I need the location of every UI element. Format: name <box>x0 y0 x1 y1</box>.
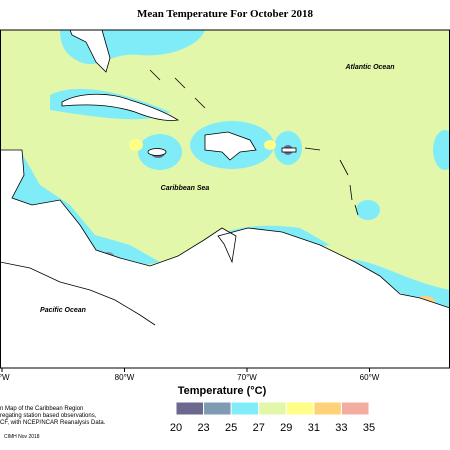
cuba <box>61 93 180 121</box>
legend-tick-label: 35 <box>363 422 375 434</box>
legend-swatch <box>313 401 342 416</box>
island-arc <box>149 69 359 216</box>
legend-swatch <box>230 401 260 416</box>
note: CIMH Nov 2018 <box>4 434 40 440</box>
note: regating station based observations, <box>0 413 97 419</box>
legend-tick-label: 20 <box>170 422 182 434</box>
legend-swatch <box>258 401 287 416</box>
legend-tick-label: 31 <box>308 422 320 434</box>
legend-title: Temperature (°C) <box>178 385 267 397</box>
ocean-label: Pacific Ocean <box>40 307 86 314</box>
map-frame <box>0 29 450 369</box>
puerto-rico <box>281 147 297 153</box>
pacific-coast <box>0 261 156 326</box>
notes: n Map of the Caribbean Region regating s… <box>0 406 106 440</box>
hispaniola <box>204 131 257 161</box>
mainland <box>0 149 450 368</box>
legend-tick-label: 23 <box>197 422 209 434</box>
legend-tick-label: 29 <box>280 422 292 434</box>
legend-tick-label: 25 <box>225 422 237 434</box>
legend-tick-label: 33 <box>335 422 347 434</box>
lon-label: 70°W <box>237 373 257 382</box>
legend-swatch <box>175 401 205 416</box>
legend-swatch <box>203 401 232 416</box>
map-title: Mean Temperature For October 2018 <box>137 8 313 20</box>
lon-label: 60°W <box>360 373 380 382</box>
legend-swatch <box>340 401 370 416</box>
note: n Map of the Caribbean Region <box>0 406 83 412</box>
jamaica <box>147 148 167 156</box>
legend-tick-label: 27 <box>253 422 265 434</box>
legend-swatch <box>285 401 315 416</box>
ocean-label: Caribbean Sea <box>161 185 210 192</box>
lon-label: 80°W <box>115 373 135 382</box>
florida <box>69 30 111 73</box>
ocean-label: Atlantic Ocean <box>344 64 394 71</box>
note: CF, with NCEP/NCAR Reanalysis Data. <box>0 420 106 426</box>
lon-label: 0°W <box>0 373 10 382</box>
